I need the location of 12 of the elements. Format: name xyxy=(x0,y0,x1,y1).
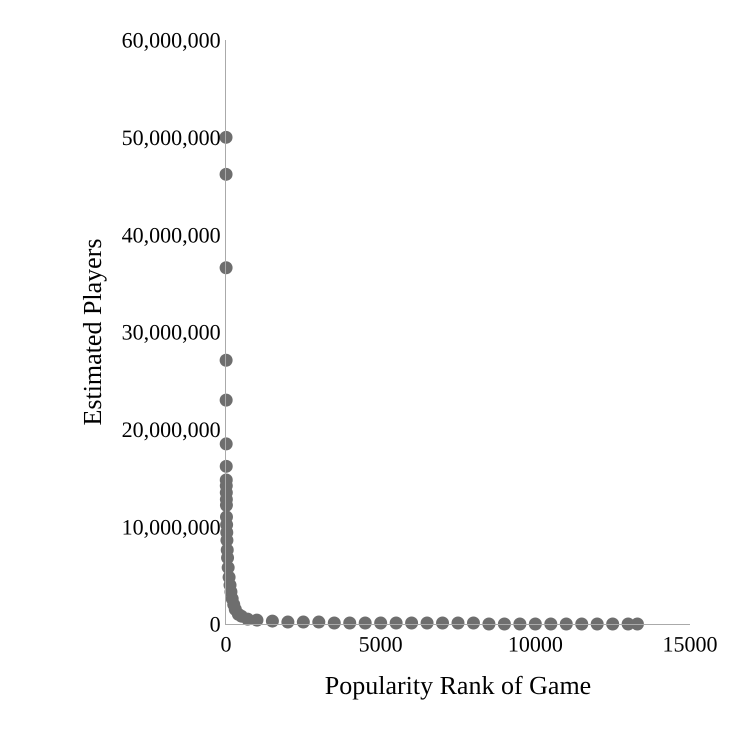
x-tick-label: 15000 xyxy=(662,631,718,656)
y-tick-label: 60,000,000 xyxy=(122,28,221,53)
y-tick-label: 50,000,000 xyxy=(122,125,221,150)
x-tick-label: 5000 xyxy=(358,631,403,656)
y-tick-label: 40,000,000 xyxy=(122,222,221,248)
y-axis-title: Estimated Players xyxy=(78,238,107,426)
x-axis-title: Popularity Rank of Game xyxy=(324,671,592,700)
y-tick-label: 20,000,000 xyxy=(122,417,221,442)
y-tick-label: 10,000,000 xyxy=(122,514,221,540)
x-tick-label: 10000 xyxy=(508,631,563,656)
y-tick-label: 0 xyxy=(210,612,221,637)
y-tick-label: 30,000,000 xyxy=(122,320,221,345)
